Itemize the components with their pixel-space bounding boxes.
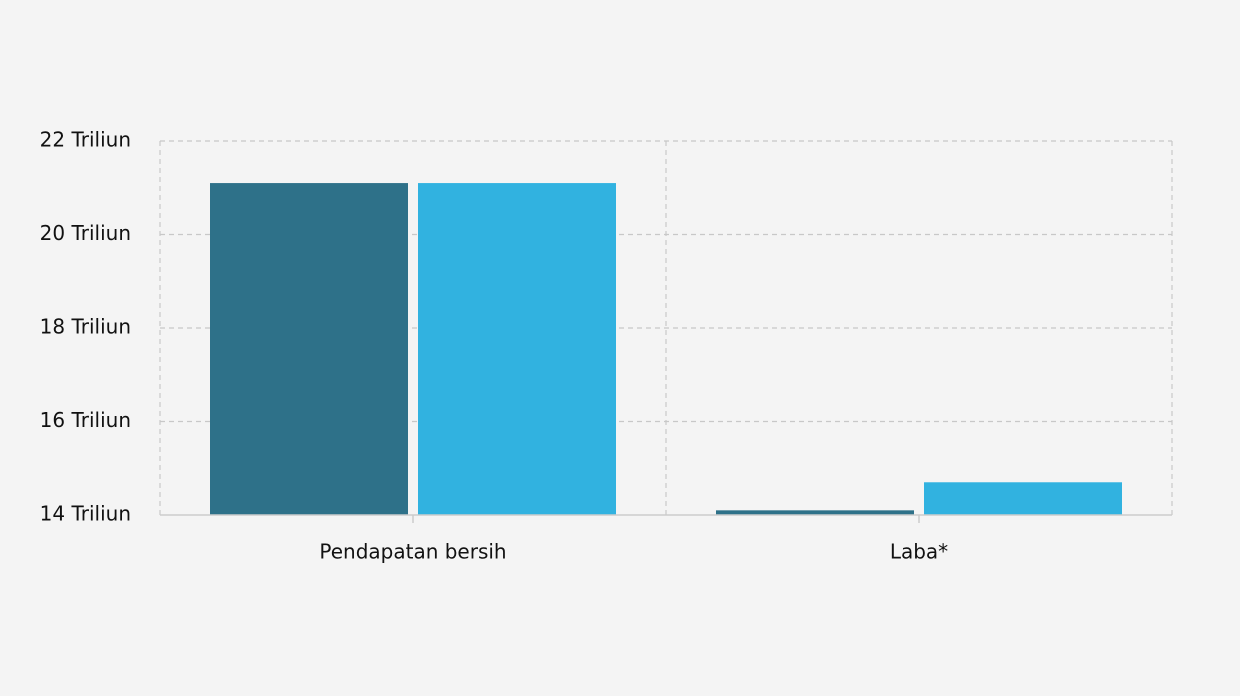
x-tick-label: Laba* <box>890 540 948 564</box>
y-tick-label: 16 Triliun <box>40 408 131 432</box>
bar <box>210 183 408 515</box>
x-tick-label: Pendapatan bersih <box>319 540 506 564</box>
bar <box>924 482 1122 515</box>
y-tick-label: 22 Triliun <box>40 128 131 152</box>
y-tick-label: 14 Triliun <box>40 502 131 526</box>
bar <box>418 183 616 515</box>
y-tick-label: 20 Triliun <box>40 221 131 245</box>
y-tick-label: 18 Triliun <box>40 315 131 339</box>
bar <box>716 510 914 515</box>
